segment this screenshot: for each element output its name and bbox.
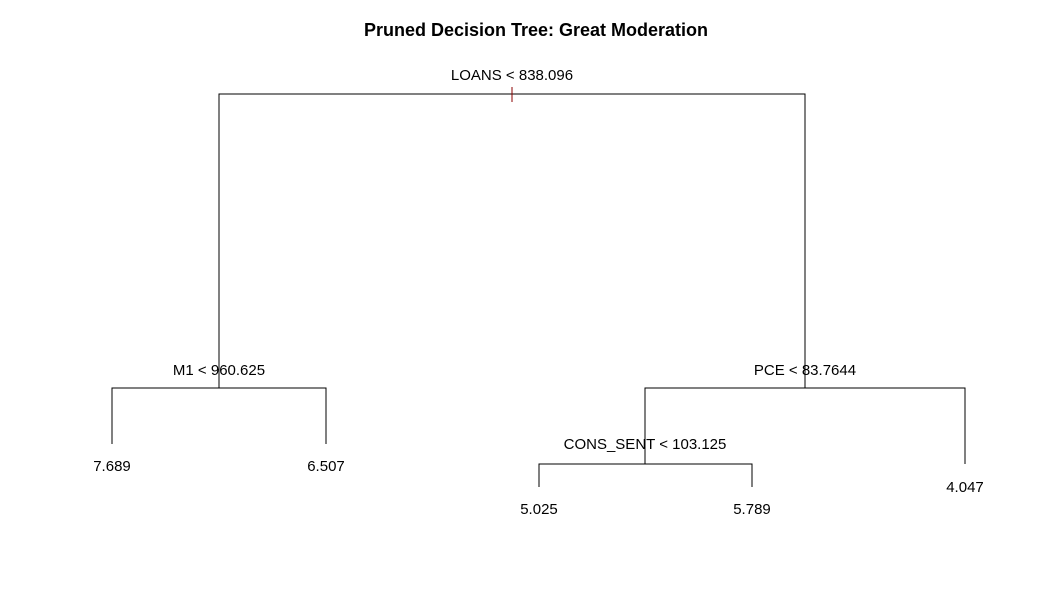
leaf-value: 5.025	[520, 501, 558, 518]
leaf-value: 6.507	[307, 458, 345, 475]
leaf-value: 4.047	[946, 479, 984, 496]
edge-root	[218, 93, 806, 388]
split-label-pce: PCE < 83.7644	[754, 362, 856, 379]
edge-pce	[644, 387, 966, 464]
split-label-root: LOANS < 838.096	[451, 67, 573, 84]
split-label-cons-sent: CONS_SENT < 103.125	[564, 436, 727, 453]
split-label-m1: M1 < 960.625	[173, 362, 265, 379]
edge-m1	[111, 387, 327, 444]
leaf-value: 5.789	[733, 501, 771, 518]
leaf-value: 7.689	[93, 458, 131, 475]
edge-cons-sent	[538, 463, 753, 487]
chart-title: Pruned Decision Tree: Great Moderation	[364, 20, 708, 40]
